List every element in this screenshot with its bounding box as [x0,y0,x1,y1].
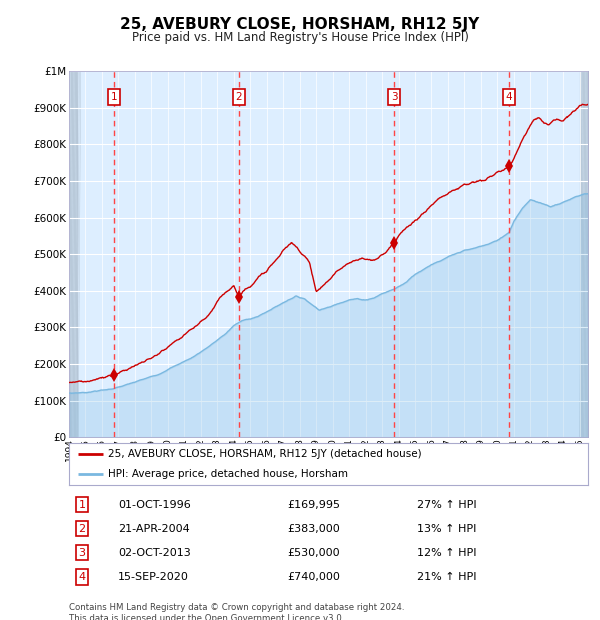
Text: 4: 4 [79,572,86,582]
Text: 01-OCT-1996: 01-OCT-1996 [118,500,191,510]
Text: 1: 1 [79,500,85,510]
Text: HPI: Average price, detached house, Horsham: HPI: Average price, detached house, Hors… [108,469,348,479]
Text: Price paid vs. HM Land Registry's House Price Index (HPI): Price paid vs. HM Land Registry's House … [131,31,469,44]
Text: 1: 1 [111,92,118,102]
Text: 13% ↑ HPI: 13% ↑ HPI [417,524,476,534]
Text: 2: 2 [79,524,86,534]
Text: 15-SEP-2020: 15-SEP-2020 [118,572,189,582]
Text: £169,995: £169,995 [287,500,340,510]
Text: 4: 4 [506,92,512,102]
Text: This data is licensed under the Open Government Licence v3.0.: This data is licensed under the Open Gov… [69,614,344,620]
Text: £530,000: £530,000 [287,547,340,558]
Text: 02-OCT-2013: 02-OCT-2013 [118,547,191,558]
Text: 12% ↑ HPI: 12% ↑ HPI [417,547,476,558]
Text: £740,000: £740,000 [287,572,340,582]
Text: 2: 2 [236,92,242,102]
Text: 21% ↑ HPI: 21% ↑ HPI [417,572,476,582]
Text: 25, AVEBURY CLOSE, HORSHAM, RH12 5JY: 25, AVEBURY CLOSE, HORSHAM, RH12 5JY [121,17,479,32]
Text: 3: 3 [79,547,85,558]
Text: 21-APR-2004: 21-APR-2004 [118,524,190,534]
Text: 3: 3 [391,92,398,102]
Text: 25, AVEBURY CLOSE, HORSHAM, RH12 5JY (detached house): 25, AVEBURY CLOSE, HORSHAM, RH12 5JY (de… [108,450,422,459]
Text: 27% ↑ HPI: 27% ↑ HPI [417,500,476,510]
Text: Contains HM Land Registry data © Crown copyright and database right 2024.: Contains HM Land Registry data © Crown c… [69,603,404,612]
Text: £383,000: £383,000 [287,524,340,534]
